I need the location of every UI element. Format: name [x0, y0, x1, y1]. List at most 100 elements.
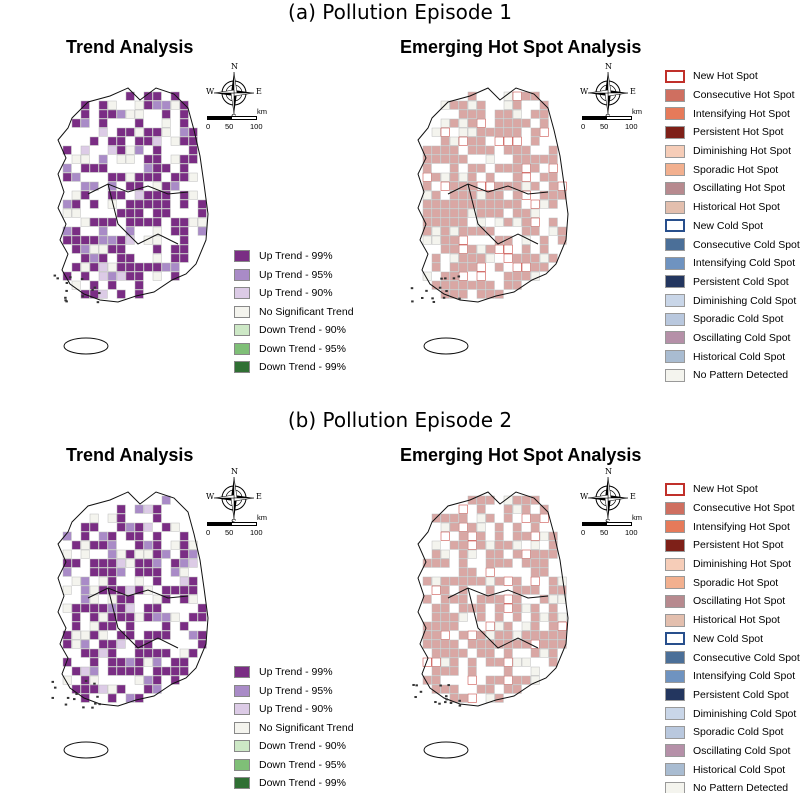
island-dot [73, 698, 76, 701]
scale-t2: 100 [250, 122, 263, 131]
scale-t0: 0 [206, 122, 211, 131]
legend-item: Historical Cold Spot [665, 760, 800, 779]
legend-item: New Cold Spot [665, 630, 800, 649]
legend-label: Sporadic Cold Spot [693, 726, 784, 739]
peninsula-outline [417, 491, 569, 707]
compass-e-label: E [256, 87, 262, 96]
legend-swatch [234, 684, 250, 697]
legend-swatch [665, 688, 685, 702]
legend-item: Diminishing Cold Spot [665, 291, 800, 310]
episode-2-trend-title: Trend Analysis [66, 445, 194, 465]
legend-swatch [665, 501, 685, 515]
legend-swatch [234, 361, 250, 374]
island-dot [64, 296, 67, 299]
legend-label: No Significant Trend [259, 305, 354, 318]
legend-swatch [234, 342, 250, 355]
grid-cells [62, 495, 207, 703]
episode-1-ehsa-map [410, 87, 569, 355]
legend-item: Oscillating Hot Spot [665, 592, 800, 611]
compass-n-label: N [231, 62, 238, 71]
legend-item: Sporadic Cold Spot [665, 310, 800, 329]
legend-item: Intensifying Hot Spot [665, 517, 800, 536]
legend-swatch [234, 305, 250, 318]
compass-w-label: W [206, 87, 215, 96]
scale-t1: 50 [225, 122, 234, 131]
legend-label: Intensifying Hot Spot [693, 520, 790, 533]
island-dot [425, 289, 428, 292]
island-dot [445, 695, 448, 698]
episode-1-ehsa-title: Emerging Hot Spot Analysis [400, 37, 642, 57]
island-dot [444, 277, 447, 280]
legend-item: Intensifying Cold Spot [665, 254, 800, 273]
island-dot [431, 297, 434, 300]
island-dot [51, 696, 54, 699]
jeju-island-outline [423, 337, 469, 355]
legend-item: Up Trend - 90% [234, 700, 354, 719]
legend-label: Consecutive Cold Spot [693, 238, 800, 251]
scale-t2: 100 [250, 528, 263, 537]
island-dot [414, 696, 417, 699]
island-dot [445, 698, 448, 701]
episode-2-trend-map [51, 491, 209, 759]
compass-rose-icon [213, 71, 255, 115]
island-dot [96, 695, 99, 698]
island-dot [51, 680, 55, 683]
legend-label: Up Trend - 95% [259, 684, 333, 697]
legend-label: Sporadic Cold Spot [693, 313, 784, 326]
legend-swatch [665, 594, 685, 608]
legend-label: Up Trend - 90% [259, 703, 333, 716]
island-dot [440, 277, 443, 280]
episode-1-ehsa-legend: New Hot Spot Consecutive Hot Spot Intensif… [665, 67, 800, 385]
compass-w-label: W [580, 87, 589, 96]
legend-swatch [234, 268, 250, 281]
legend-item: Down Trend - 90% [234, 737, 354, 756]
legend-item: Oscillating Cold Spot [665, 329, 800, 348]
scale-t0: 0 [206, 528, 211, 537]
compass-rose-icon [587, 71, 629, 115]
legend-swatch [665, 557, 685, 571]
island-dot [75, 692, 78, 695]
legend-label: New Cold Spot [693, 632, 764, 645]
legend-item: Down Trend - 90% [234, 321, 354, 340]
province-boundary [447, 587, 549, 599]
scale-unit: km [257, 107, 267, 116]
island-dot [445, 290, 448, 293]
legend-label: New Hot Spot [693, 70, 758, 83]
island-dot [438, 702, 441, 705]
island-dot [458, 704, 462, 707]
legend-label: Persistent Hot Spot [693, 126, 784, 139]
scale-t2: 100 [625, 122, 638, 131]
episode-1-trend-compass: N S E W [206, 62, 262, 122]
legend-swatch [665, 669, 685, 683]
legend-swatch [665, 275, 685, 289]
island-dot [419, 690, 423, 693]
legend-swatch [665, 312, 685, 326]
legend-item: Persistent Hot Spot [665, 123, 800, 142]
legend-item: New Hot Spot [665, 480, 800, 499]
legend-swatch [665, 219, 685, 233]
legend-item: Down Trend - 99% [234, 358, 354, 377]
legend-item: Diminishing Hot Spot [665, 142, 800, 161]
legend-item: Up Trend - 99% [234, 247, 354, 266]
legend-label: Down Trend - 95% [259, 342, 346, 355]
legend-label: Persistent Cold Spot [693, 275, 789, 288]
legend-item: Diminishing Cold Spot [665, 704, 800, 723]
legend-item: Historical Hot Spot [665, 611, 800, 630]
episode-2-trend-compass: N S E W [206, 467, 262, 527]
jeju-island-outline [423, 741, 469, 759]
island-dot [458, 297, 461, 300]
province-boundary [107, 183, 179, 245]
island-dot [65, 300, 68, 303]
scale-unit: km [632, 513, 642, 522]
legend-swatch [234, 777, 250, 790]
legend-swatch [665, 368, 685, 382]
legend-swatch [234, 703, 250, 716]
episode-2-title: (b) Pollution Episode 2 [287, 408, 513, 432]
legend-label: Intensifying Hot Spot [693, 107, 790, 120]
legend-swatch [665, 256, 685, 270]
legend-swatch [665, 200, 685, 214]
legend-swatch [234, 721, 250, 734]
legend-swatch [665, 294, 685, 308]
island-dot [94, 702, 97, 705]
compass-w-label: W [580, 492, 589, 501]
